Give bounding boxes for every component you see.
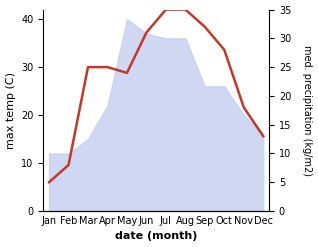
Y-axis label: max temp (C): max temp (C) xyxy=(5,72,16,149)
X-axis label: date (month): date (month) xyxy=(115,231,197,242)
Y-axis label: med. precipitation (kg/m2): med. precipitation (kg/m2) xyxy=(302,45,313,176)
